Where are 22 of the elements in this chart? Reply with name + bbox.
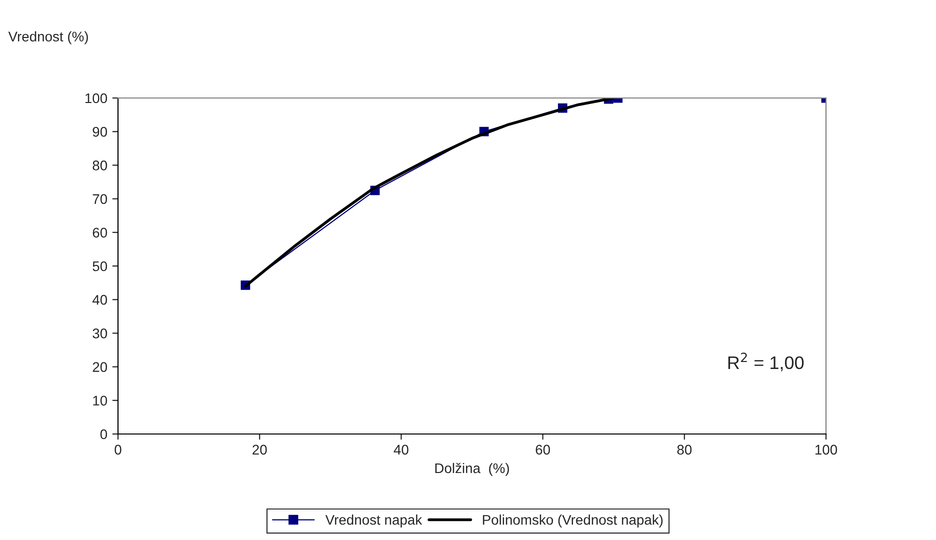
legend-label: Vrednost napak	[325, 514, 422, 528]
x-tick-label: 80	[677, 444, 692, 455]
x-axis-title: Dolžina (%)	[435, 462, 509, 476]
y-tick-label: 10	[93, 396, 108, 406]
annotation: R$^{2}$ = 1,00	[728, 352, 804, 372]
y-tick-label: 40	[92, 294, 108, 305]
legend-label: Polinomsko (Vrednost napak)	[482, 514, 663, 528]
y-tick-label: 60	[92, 228, 108, 238]
x-tick-label: 20	[252, 444, 267, 455]
y-tick-label: 100	[85, 93, 108, 104]
y-tick-label: 30	[92, 328, 108, 338]
y-tick-label: 70	[92, 194, 108, 204]
y-tick-label: 20	[92, 362, 108, 372]
x-tick-label: 100	[815, 444, 838, 455]
y-axis-title: Vrednost (%)	[8, 31, 88, 44]
y-tick-label: 90	[92, 126, 108, 137]
x-tick-label: 60	[536, 444, 550, 455]
x-tick-label: 0	[114, 444, 122, 455]
x-tick-label: 40	[394, 444, 408, 455]
y-tick-label: 80	[92, 160, 108, 170]
y-tick-label: 50	[92, 261, 108, 272]
y-tick-label: 0	[100, 429, 108, 440]
